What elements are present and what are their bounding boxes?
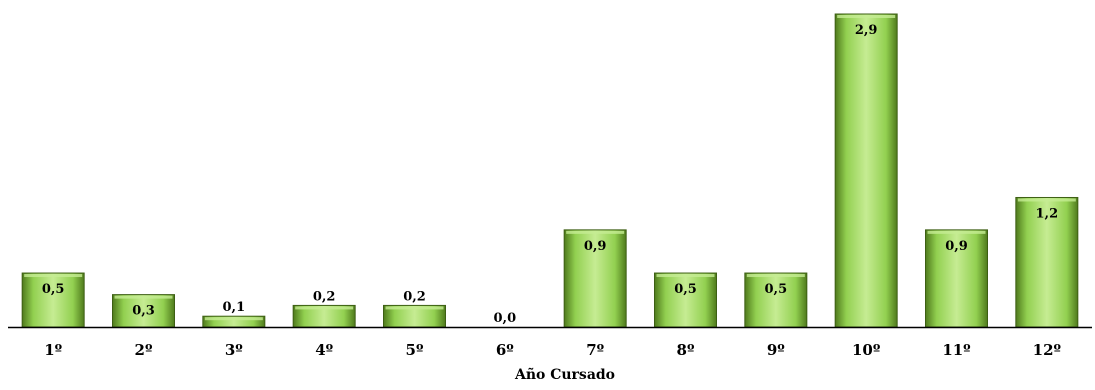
data-label: 2,9 [855, 23, 878, 38]
bar-bevel [24, 274, 83, 278]
x-tick-label: 6º [496, 341, 514, 359]
data-label: 0,5 [42, 282, 65, 297]
bar-bevel [566, 230, 625, 234]
bar-bevel [385, 306, 444, 310]
bar-bevel [656, 274, 715, 278]
bar [744, 272, 808, 328]
bar-bevel [204, 317, 263, 321]
bar [112, 294, 175, 328]
x-tick-label: 10º [852, 341, 881, 359]
ticks-layer: 1º 2º 3º 4º 5º 6º 7º 8º 9º 10º 11º 12º [44, 341, 1061, 359]
bar-bevel [295, 306, 354, 310]
bar [563, 229, 627, 328]
bar [654, 272, 717, 328]
x-tick-label: 8º [677, 341, 695, 359]
bar-bevel [837, 15, 896, 18]
bar [21, 272, 85, 328]
bar-bevel [1017, 198, 1076, 202]
x-tick-label: 4º [315, 341, 333, 359]
data-label: 0,2 [403, 289, 426, 304]
x-tick-label: 2º [135, 341, 153, 359]
data-label: 0,5 [765, 282, 788, 297]
x-tick-label: 12º [1033, 341, 1062, 359]
x-tick-label: 11º [942, 341, 971, 359]
bar-bevel [927, 230, 986, 234]
bars-layer [21, 13, 1079, 328]
bar-bevel [114, 295, 173, 299]
data-label: 0,0 [494, 311, 517, 326]
data-label: 0,5 [674, 282, 697, 297]
x-axis-title: Año Cursado [514, 366, 615, 383]
x-tick-label: 5º [406, 341, 424, 359]
data-label: 0,2 [313, 289, 336, 304]
data-label: 0,9 [945, 239, 968, 254]
x-tick-label: 1º [44, 341, 62, 359]
x-tick-label: 3º [225, 341, 243, 359]
bar [834, 13, 898, 328]
x-tick-label: 7º [586, 341, 604, 359]
data-label: 1,2 [1036, 206, 1059, 221]
x-tick-label: 9º [767, 341, 785, 359]
data-label: 0,3 [132, 304, 155, 319]
data-label: 0,1 [223, 300, 246, 315]
data-label: 0,9 [584, 239, 607, 254]
bar-bevel [746, 274, 805, 278]
